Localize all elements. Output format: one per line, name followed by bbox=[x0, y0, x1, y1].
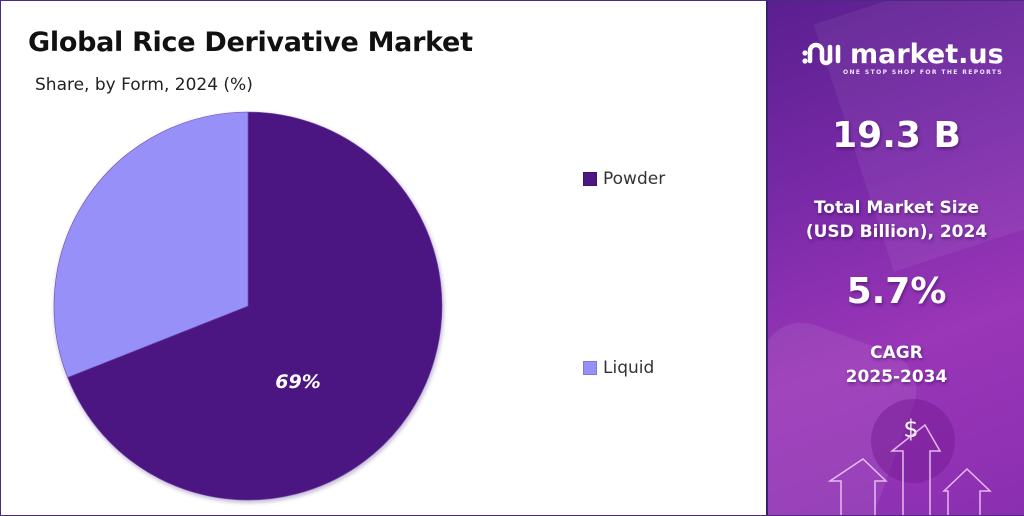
market-size-label-line2: (USD Billion), 2024 bbox=[805, 222, 988, 242]
growth-arrows-icon: $ bbox=[827, 399, 992, 515]
legend-item-liquid[interactable]: Liquid bbox=[583, 358, 654, 378]
dollar-icon: $ bbox=[903, 415, 918, 443]
cagr-label-line1: CAGR bbox=[870, 343, 923, 363]
market-us-logo-icon bbox=[802, 42, 841, 66]
cagr-value: 5.7% bbox=[846, 271, 947, 312]
legend-label: Powder bbox=[603, 169, 666, 189]
legend-label: Liquid bbox=[603, 358, 655, 378]
brand-name: market.us bbox=[850, 38, 1004, 70]
growth-illustration: $ bbox=[768, 381, 1024, 515]
brand-tagline: ONE STOP SHOP FOR THE REPORTS bbox=[843, 69, 1004, 76]
legend-swatch-powder bbox=[583, 172, 597, 186]
chart-panel: Global Rice Derivative Market Share, by … bbox=[1, 1, 765, 515]
legend-swatch-liquid bbox=[583, 361, 597, 375]
cagr-label-line2: 2025-2034 bbox=[845, 367, 948, 387]
chart-title: Global Rice Derivative Market bbox=[28, 27, 473, 58]
pie-chart: 69% bbox=[53, 111, 443, 501]
chart-subtitle: Share, by Form, 2024 (%) bbox=[35, 75, 253, 95]
legend-item-powder[interactable]: Powder bbox=[583, 169, 665, 189]
brand-logo[interactable]: market.us bbox=[802, 39, 1004, 69]
summary-panel: market.us ONE STOP SHOP FOR THE REPORTS … bbox=[766, 1, 1024, 515]
market-size-value: 19.3 B bbox=[832, 115, 961, 156]
pie-slice-powder[interactable] bbox=[67, 111, 443, 501]
pie-slice-liquid[interactable] bbox=[53, 111, 249, 378]
pie-data-label: 69% bbox=[275, 371, 320, 393]
market-size-label-line1: Total Market Size bbox=[813, 198, 980, 218]
